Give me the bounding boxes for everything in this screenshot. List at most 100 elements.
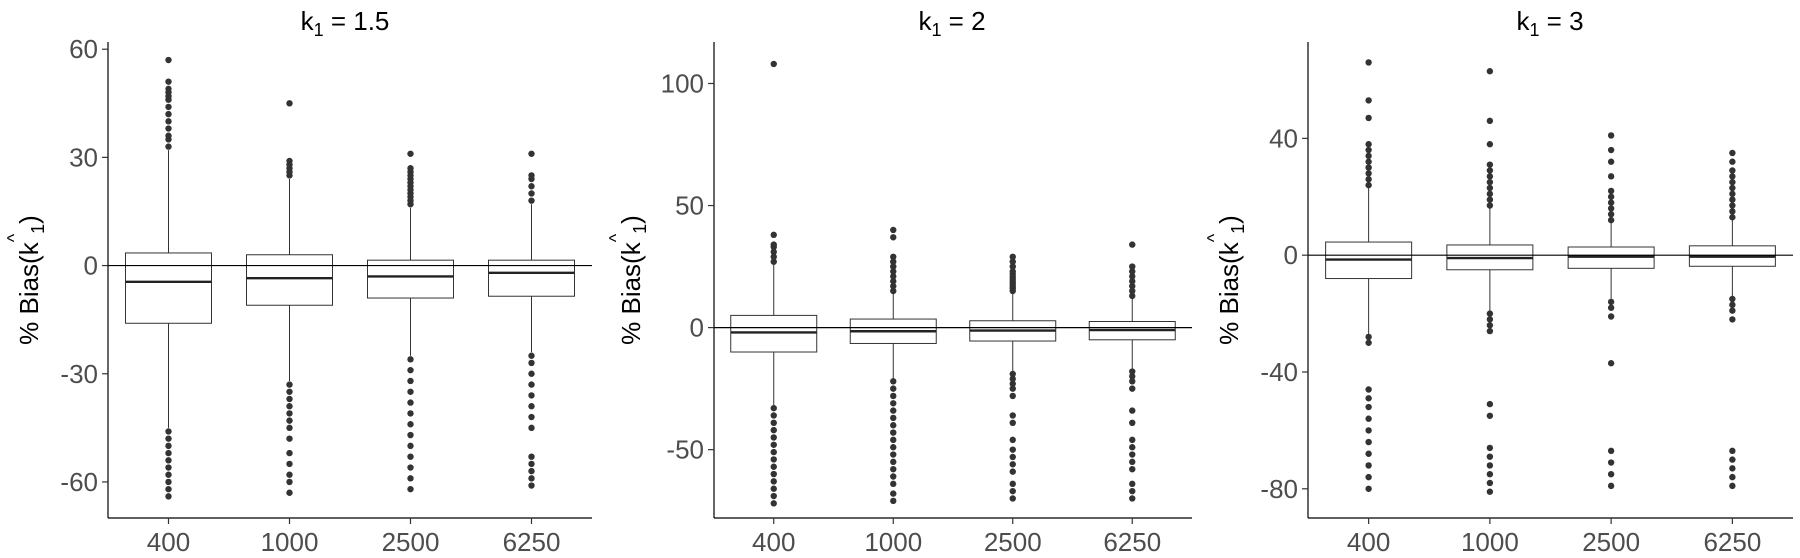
ylabel-hat: ^ xyxy=(1204,233,1224,242)
outlier-point xyxy=(1607,158,1615,165)
outlier-point xyxy=(165,442,172,450)
outlier-point xyxy=(770,60,777,68)
outlier-point xyxy=(1009,392,1016,400)
outlier-point xyxy=(1607,211,1615,218)
y-tick-label: 40 xyxy=(1269,123,1298,153)
outlier-point xyxy=(770,456,777,463)
outlier-point xyxy=(890,497,897,505)
outlier-point xyxy=(165,110,172,118)
outlier-point xyxy=(1729,295,1736,303)
outlier-point xyxy=(1486,322,1494,329)
outlier-point xyxy=(890,253,897,261)
outlier-point xyxy=(1486,444,1494,452)
ylabel-suffix: ) xyxy=(1214,215,1244,224)
outlier-point xyxy=(1129,263,1136,270)
outlier-point xyxy=(1729,202,1736,209)
outlier-point xyxy=(770,492,777,500)
outlier-point xyxy=(407,150,414,157)
outlier-point xyxy=(286,100,293,107)
title-operator: = xyxy=(324,6,354,36)
outlier-point xyxy=(1129,458,1136,466)
ylabel-prefix: % Bias( xyxy=(14,255,44,345)
outlier-point xyxy=(1365,403,1372,411)
y-tick-label: 0 xyxy=(84,251,98,281)
outlier-point xyxy=(165,449,172,457)
outlier-point xyxy=(1009,453,1016,461)
panel-title: k1 = 2 xyxy=(918,6,985,40)
outlier-point xyxy=(165,132,172,139)
y-tick-label: -60 xyxy=(60,467,98,497)
outlier-point xyxy=(1729,473,1736,481)
outlier-point xyxy=(890,436,897,444)
outlier-point xyxy=(528,460,535,468)
y-tick-label: -80 xyxy=(1260,474,1298,504)
outlier-point xyxy=(407,431,414,439)
outlier-point xyxy=(1607,146,1615,154)
outlier-point xyxy=(770,231,777,239)
ylabel-var: k xyxy=(1214,241,1244,255)
outlier-point xyxy=(286,395,293,403)
outlier-point xyxy=(1009,385,1016,392)
outlier-point xyxy=(770,470,777,478)
outlier-point xyxy=(890,258,897,265)
outlier-point xyxy=(1486,400,1494,408)
outlier-point xyxy=(1129,378,1136,385)
outlier-point xyxy=(407,410,414,417)
outlier-point xyxy=(1486,488,1494,495)
outlier-point xyxy=(407,399,414,406)
outlier-point xyxy=(1607,173,1615,180)
outlier-point xyxy=(770,241,777,248)
outlier-point xyxy=(770,404,777,412)
outlier-point xyxy=(407,464,414,471)
y-tick-label: 50 xyxy=(675,191,704,221)
outlier-point xyxy=(407,442,414,450)
outlier-point xyxy=(165,478,172,486)
outlier-point xyxy=(407,377,414,385)
outlier-point xyxy=(165,428,172,435)
outlier-point xyxy=(1365,152,1372,160)
outlier-point xyxy=(1365,97,1372,104)
ylabel-prefix: % Bias( xyxy=(1214,255,1244,345)
outlier-point xyxy=(1365,59,1372,66)
outlier-point xyxy=(1607,132,1615,139)
outlier-point xyxy=(1486,470,1494,478)
ylabel-subscript: 1 xyxy=(28,224,48,234)
outlier-point xyxy=(890,392,897,400)
box-1000 xyxy=(246,100,333,496)
title-subscript: 1 xyxy=(931,20,941,40)
outlier-point xyxy=(890,273,897,280)
outlier-point xyxy=(528,359,535,367)
outlier-point xyxy=(890,226,897,234)
outlier-point xyxy=(890,234,897,241)
x-tick-label: 400 xyxy=(752,527,795,557)
outlier-point xyxy=(286,471,293,478)
outlier-point xyxy=(1486,196,1494,203)
outlier-point xyxy=(1729,301,1736,309)
outlier-point xyxy=(165,435,172,442)
outlier-point xyxy=(770,478,777,485)
outlier-point xyxy=(1365,146,1372,154)
outlier-point xyxy=(407,453,414,460)
title-value: 3 xyxy=(1569,6,1583,36)
outlier-point xyxy=(528,197,535,204)
outlier-point xyxy=(1129,465,1136,473)
outlier-point xyxy=(407,421,414,428)
ylabel-var: k xyxy=(14,241,44,255)
outlier-point xyxy=(1365,114,1372,122)
outlier-point xyxy=(1486,184,1494,192)
outlier-point xyxy=(1365,333,1372,341)
x-tick-label: 1000 xyxy=(261,527,319,557)
title-var: k xyxy=(918,6,932,36)
outlier-point xyxy=(1009,375,1016,383)
outlier-point xyxy=(1129,487,1136,495)
outlier-point xyxy=(1365,438,1372,446)
x-tick-label: 6250 xyxy=(1703,527,1761,557)
outlier-point xyxy=(1607,360,1615,367)
outlier-point xyxy=(286,424,293,432)
outlier-point xyxy=(1486,310,1494,317)
outlier-point xyxy=(528,413,535,421)
outlier-point xyxy=(1009,446,1016,453)
box-iqr xyxy=(730,314,818,353)
outlier-point xyxy=(165,143,172,150)
x-tick-label: 6250 xyxy=(503,527,561,557)
